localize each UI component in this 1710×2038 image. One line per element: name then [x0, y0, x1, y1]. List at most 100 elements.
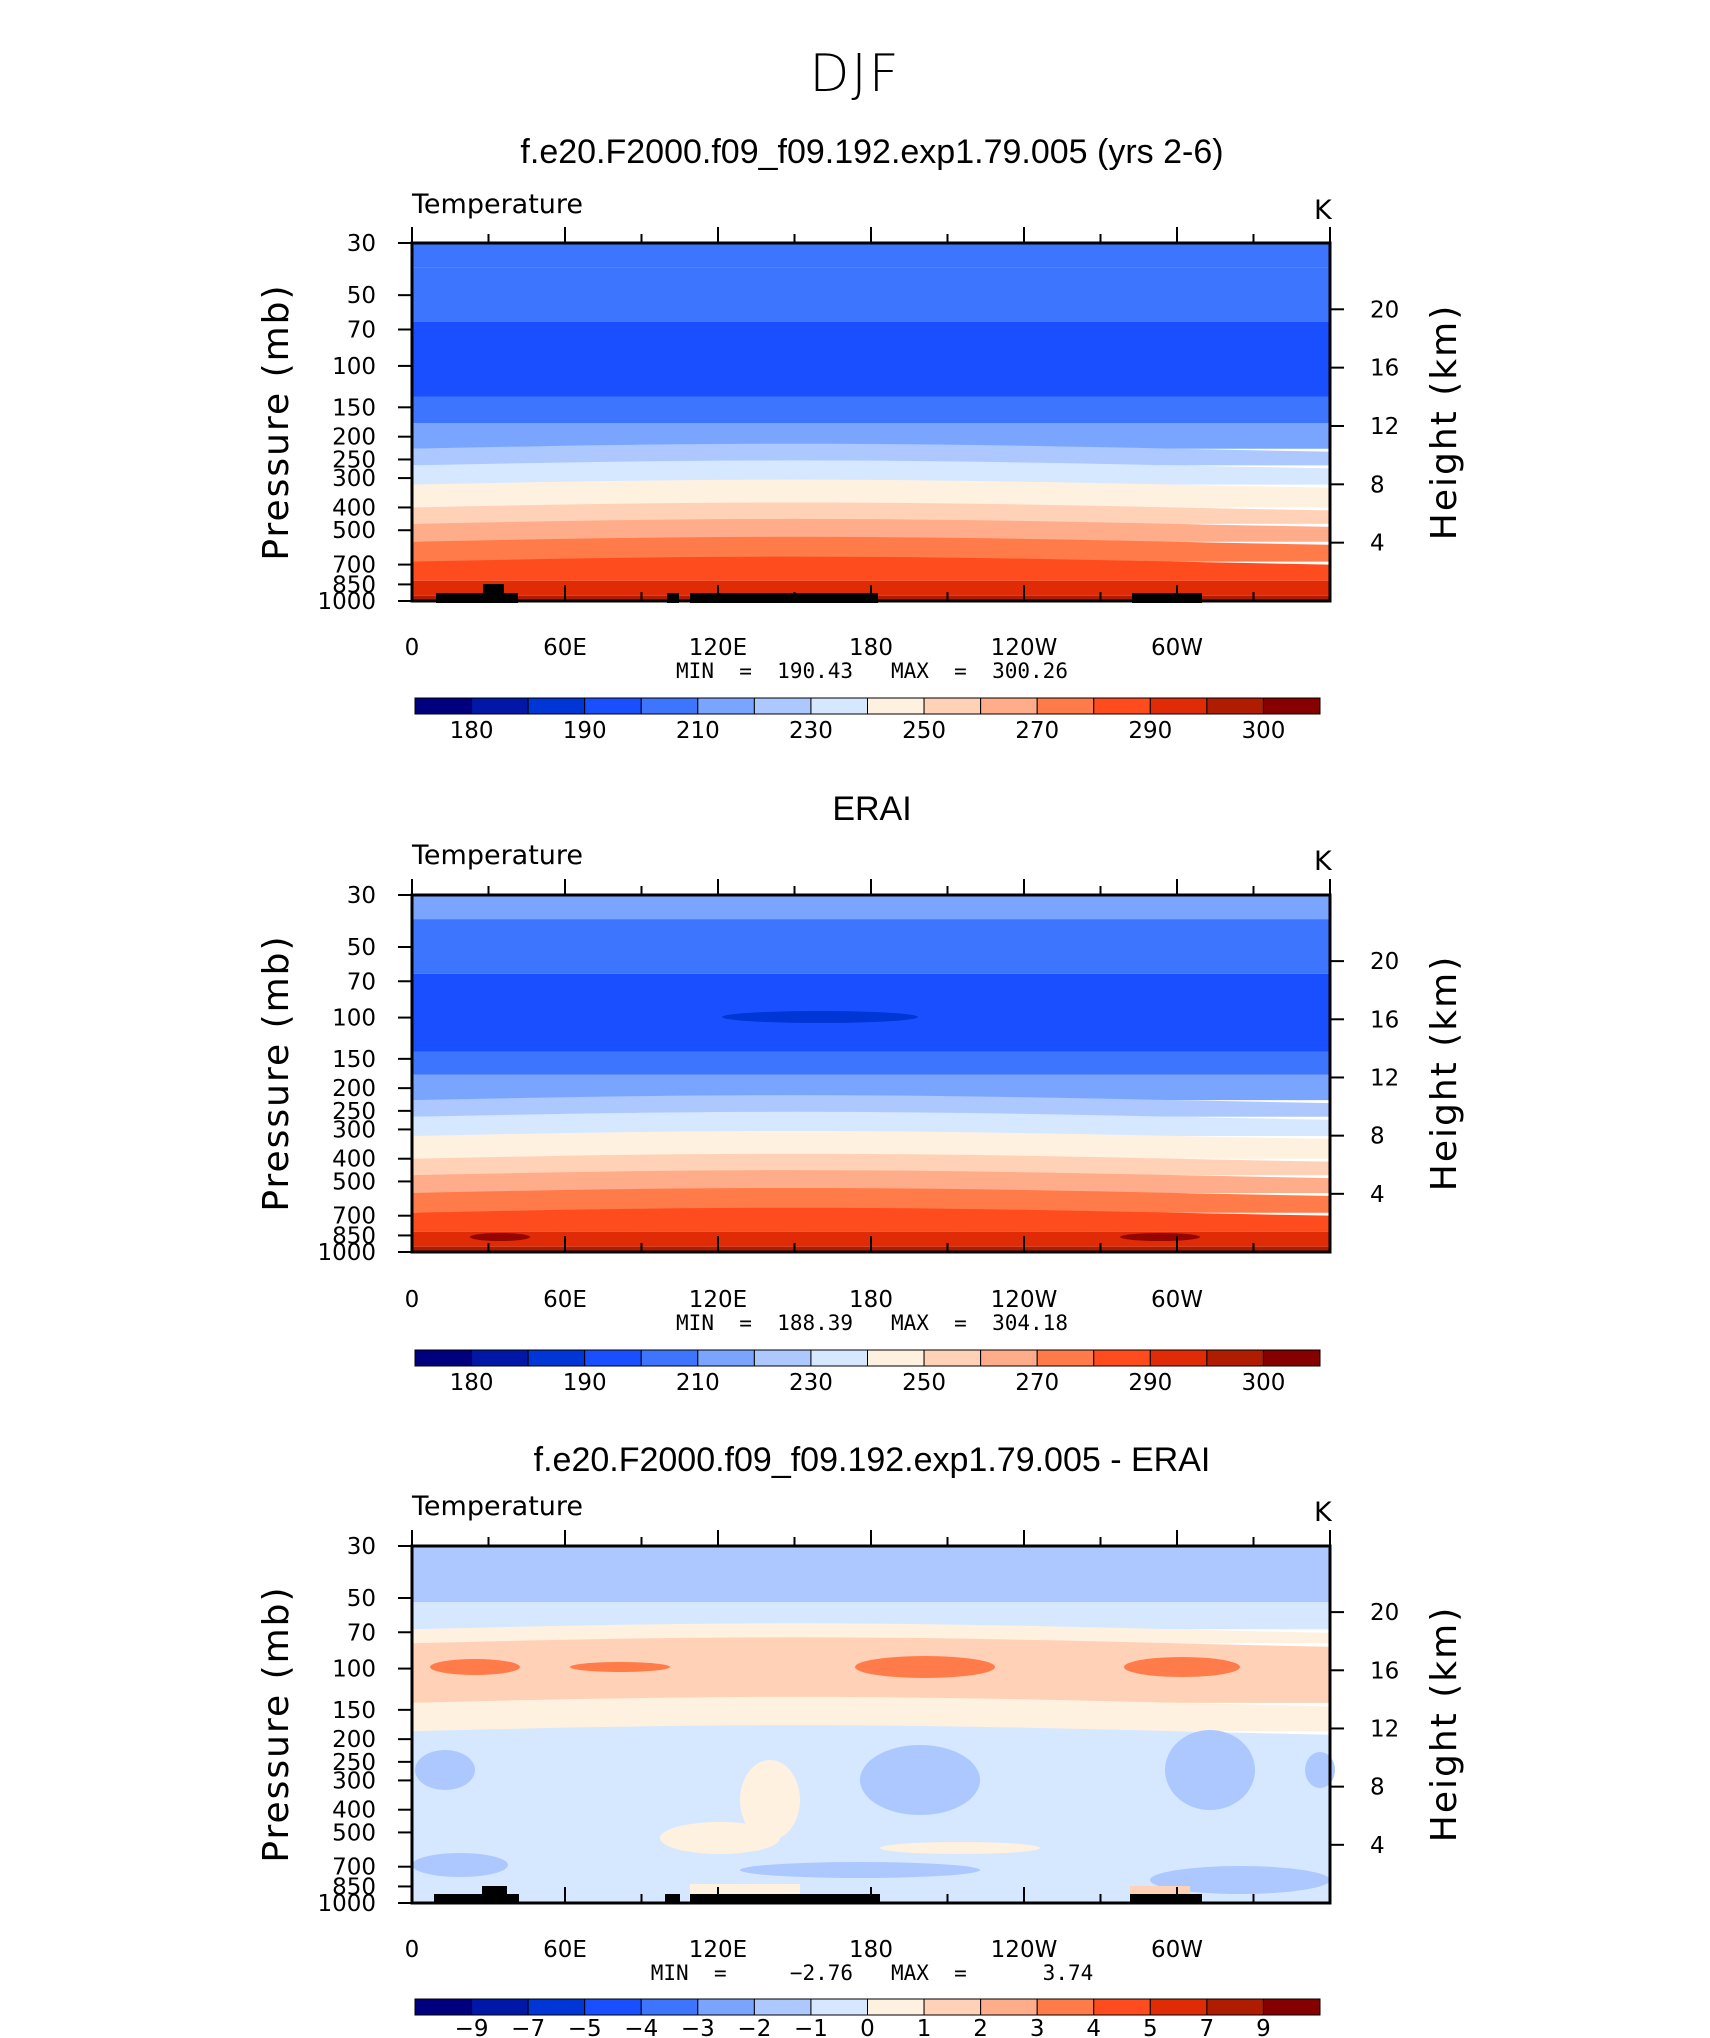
contour-band [412, 443, 1330, 466]
cool-anomaly-patch [860, 1745, 980, 1815]
min-max-readout: MIN = 188.39 MAX = 304.18 [676, 1311, 1068, 1335]
colorbar-label: 0 [860, 2016, 875, 2038]
terrain-block [1130, 1894, 1202, 1903]
terrain-block [434, 1894, 519, 1903]
colorbar-box [471, 1998, 529, 2016]
warm-surface-patch [470, 1233, 530, 1241]
colorbar-label: 290 [1128, 718, 1172, 744]
y2-tick-label: 4 [1370, 1182, 1385, 1208]
colorbar-box [527, 697, 586, 715]
x-tick-label: 120W [991, 1937, 1058, 1963]
y2-tick-label: 12 [1370, 1716, 1399, 1742]
colorbar-box [810, 697, 868, 715]
y-axis-title: Pressure (mb) [256, 934, 297, 1211]
colorbar-box [867, 1349, 925, 1367]
colorbar-box [1149, 1349, 1208, 1367]
y-tick-label: 1000 [317, 589, 376, 615]
x-tick-label: 60W [1151, 1287, 1203, 1313]
y2-axis-title: Height (km) [1424, 955, 1465, 1191]
colorbar-label: −3 [681, 2016, 715, 2038]
contour-band [412, 1074, 1330, 1101]
contour-band [412, 1095, 1330, 1117]
colorbar: 180 190 210 230 250 270 290 300 [414, 1349, 1321, 1396]
colorbar-box [697, 1998, 755, 2016]
x-axis: 0 60E 120E 180 120W 60W [405, 1530, 1331, 1963]
x-tick-label: 0 [405, 1937, 420, 1963]
colorbar-box [1036, 1349, 1095, 1367]
y-tick-label: 250 [332, 1750, 376, 1776]
colorbar-box [414, 1998, 473, 2016]
contour-features [470, 1011, 1200, 1241]
y-axis-title: Pressure (mb) [256, 1585, 297, 1862]
colorbar-label: 250 [902, 1370, 946, 1396]
terrain-block [436, 593, 518, 603]
colorbar-label: 3 [1030, 2016, 1045, 2038]
y2-tick-label: 8 [1370, 1124, 1385, 1150]
colorbar-label: 190 [563, 718, 607, 744]
colorbar-box [640, 1998, 699, 2016]
colorbar-label: 5 [1143, 2016, 1158, 2038]
colorbar-box [640, 697, 699, 715]
y-tick-label: 500 [332, 518, 376, 544]
contour-band [412, 556, 1330, 581]
contour-band [412, 536, 1330, 562]
x-tick-label: 0 [405, 635, 420, 661]
y-tick-label: 300 [332, 466, 376, 492]
x-tick-label: 0 [405, 1287, 420, 1313]
colorbar-box [753, 1349, 812, 1367]
y-tick-label: 50 [347, 935, 376, 961]
colorbar-box [867, 697, 925, 715]
colorbar-label: 9 [1256, 2016, 1271, 2038]
y2-tick-label: 16 [1370, 356, 1399, 382]
warm-anomaly-100mb [855, 1656, 995, 1678]
warm-anomaly-patch [880, 1842, 1040, 1854]
colorbar-box [1206, 697, 1264, 715]
x-tick-label: 60W [1151, 635, 1203, 661]
colorbar-label: −7 [511, 2016, 545, 2038]
panel-title: ERAI [832, 790, 911, 828]
y2-axis-title: Height (km) [1424, 1606, 1465, 1842]
y-tick-label: 500 [332, 1820, 376, 1846]
x-tick-label: 120W [991, 635, 1058, 661]
colorbar-label: −1 [794, 2016, 828, 2038]
contour-band [412, 243, 1330, 268]
panel-model: f.e20.F2000.f09_f09.192.exp1.79.005 (yrs… [256, 133, 1465, 744]
contour-band [412, 895, 1330, 920]
y-tick-label: 30 [347, 231, 376, 257]
y2-axis-title: Height (km) [1424, 304, 1465, 540]
colorbar-box [810, 1998, 868, 2016]
x-axis: 0 60E 120E 180 120W 60W [405, 227, 1331, 661]
y2-tick-label: 20 [1370, 297, 1399, 323]
variable-label: Temperature [411, 189, 583, 220]
y-axis-height: 4 8 12 16 20 [1330, 297, 1399, 557]
colorbar-label: −5 [568, 2016, 602, 2038]
y-tick-label: 30 [347, 1534, 376, 1560]
contour-band [412, 1601, 1330, 1630]
contour-band [412, 1051, 1330, 1075]
cool-anomaly-patch [415, 1750, 475, 1790]
colorbar-box [1149, 697, 1208, 715]
terrain-block [690, 1894, 880, 1903]
x-tick-label: 120W [991, 1287, 1058, 1313]
y-tick-label: 200 [332, 1076, 376, 1102]
figure-title: DJF [809, 44, 901, 104]
min-max-readout: MIN = −2.76 MAX = 3.74 [651, 1961, 1094, 1985]
colorbar-label: −2 [737, 2016, 771, 2038]
cool-anomaly-patch [1305, 1752, 1335, 1788]
colorbar-label: 250 [902, 718, 946, 744]
warm-anomaly-100mb [1124, 1657, 1240, 1677]
x-tick-label: 180 [849, 1287, 893, 1313]
contour-band [412, 1725, 1330, 1903]
y-axis-title: Pressure (mb) [256, 283, 297, 560]
contour-field [412, 895, 1330, 1252]
y2-tick-label: 20 [1370, 949, 1399, 975]
terrain-block [667, 593, 679, 603]
colorbar-label: 7 [1200, 2016, 1215, 2038]
colorbar-label: 180 [450, 718, 494, 744]
y2-tick-label: 12 [1370, 1065, 1399, 1091]
cool-anomaly-patch [412, 1853, 508, 1877]
units-label: K [1314, 195, 1333, 226]
y-tick-label: 70 [347, 1620, 376, 1646]
